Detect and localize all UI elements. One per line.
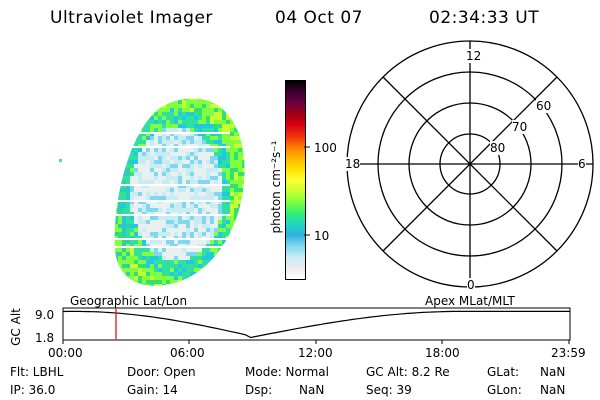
mlt-label-6: 6 bbox=[578, 157, 586, 171]
time-label: 02:34:33 UT bbox=[429, 8, 540, 28]
color-bar bbox=[285, 80, 306, 280]
mlt-label-0: 0 bbox=[467, 278, 475, 292]
colorbar-ticks bbox=[304, 146, 310, 236]
date-label: 04 Oct 07 bbox=[275, 8, 363, 28]
timeline-xtick-0600: 06:00 bbox=[170, 346, 205, 360]
mode-label: Mode: Normal bbox=[245, 365, 329, 379]
filter-label: Flt: LBHL bbox=[10, 365, 64, 379]
timeline-right-title: Apex MLat/MLT bbox=[425, 294, 515, 308]
colorbar-tick-10: 10 bbox=[314, 229, 330, 243]
glon-value: NaN bbox=[540, 383, 566, 397]
colorbar-unit-label: photon cm⁻²s⁻¹ bbox=[269, 140, 283, 234]
lat-label-80: 80 bbox=[490, 141, 506, 155]
lat-label-70: 70 bbox=[512, 120, 528, 134]
dsp-value: NaN bbox=[299, 383, 325, 397]
glat-label: GLat: bbox=[487, 365, 520, 379]
mlt-label-18: 18 bbox=[345, 157, 361, 171]
glon-label: GLon: bbox=[487, 383, 522, 397]
gain-label: Gain: 14 bbox=[127, 383, 178, 397]
gc-alt-label: GC Alt: 8.2 Re bbox=[366, 365, 450, 379]
mlt-label-12: 12 bbox=[466, 49, 482, 63]
timeline-xtick-1800: 18:00 bbox=[425, 346, 460, 360]
timeline-xtick-1200: 12:00 bbox=[298, 346, 333, 360]
timeline-ytick-max: 9.0 bbox=[35, 308, 55, 322]
timeline-ytick-min: 1.8 bbox=[35, 331, 55, 345]
dsp-label: Dsp: bbox=[245, 383, 273, 397]
seq-label: Seq: 39 bbox=[366, 383, 412, 397]
polar-grid bbox=[346, 40, 594, 288]
ip-label: IP: 36.0 bbox=[10, 383, 56, 397]
timeline-xtick-0000: 00:00 bbox=[48, 346, 83, 360]
instrument-title: Ultraviolet Imager bbox=[50, 8, 213, 28]
door-label: Door: Open bbox=[127, 365, 196, 379]
timeline-plot bbox=[62, 307, 571, 344]
glat-value: NaN bbox=[540, 365, 566, 379]
timeline-xtick-2359: 23:59 bbox=[551, 346, 586, 360]
colorbar-tick-100: 100 bbox=[314, 141, 337, 155]
timeline-left-title: Geographic Lat/Lon bbox=[70, 294, 188, 308]
lat-label-60: 60 bbox=[536, 99, 552, 113]
